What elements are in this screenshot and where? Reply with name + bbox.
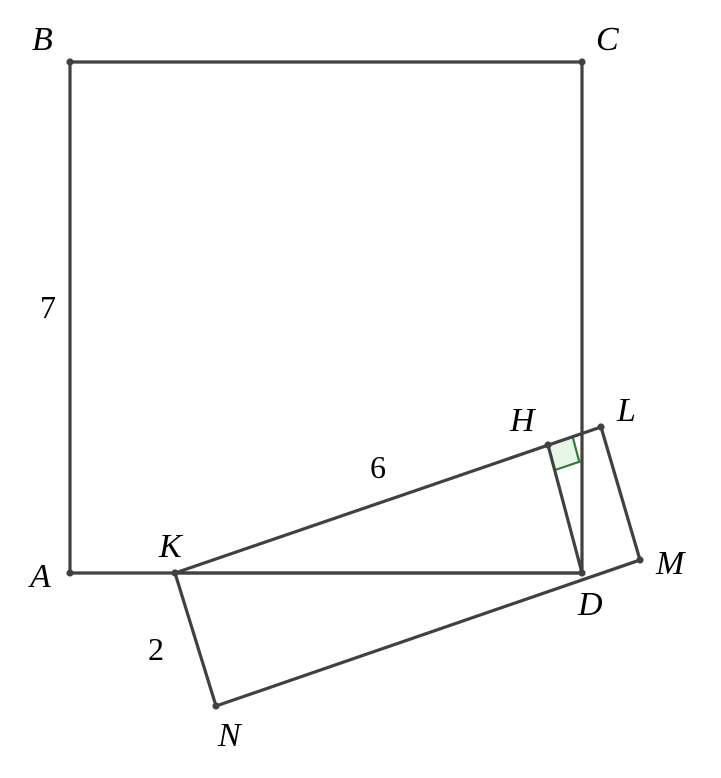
point-B bbox=[66, 58, 73, 65]
label-N: N bbox=[217, 717, 243, 754]
label-K: K bbox=[158, 528, 184, 565]
label-D: D bbox=[577, 586, 603, 623]
edge-N-K bbox=[175, 573, 216, 706]
point-M bbox=[636, 556, 643, 563]
point-labels: A B C D K L H M N bbox=[28, 21, 686, 754]
edges bbox=[70, 62, 640, 706]
point-L bbox=[597, 423, 604, 430]
edge-M-N bbox=[216, 560, 640, 706]
number-label-1: 6 bbox=[370, 449, 386, 485]
point-A bbox=[66, 569, 73, 576]
number-label-0: 7 bbox=[40, 289, 56, 325]
label-M: M bbox=[655, 545, 686, 582]
number-label-2: 2 bbox=[148, 631, 164, 667]
point-K bbox=[171, 569, 178, 576]
point-H bbox=[544, 441, 551, 448]
point-D bbox=[578, 569, 585, 576]
geometry-diagram: A B C D K L H M N 7 6 2 bbox=[0, 0, 721, 778]
number-labels: 7 6 2 bbox=[40, 289, 386, 667]
label-A: A bbox=[28, 558, 51, 595]
label-B: B bbox=[32, 21, 53, 58]
label-L: L bbox=[616, 392, 636, 429]
point-C bbox=[578, 58, 585, 65]
label-H: H bbox=[509, 402, 537, 439]
label-C: C bbox=[596, 21, 619, 58]
edge-K-L bbox=[175, 427, 601, 573]
edge-L-M bbox=[601, 427, 640, 560]
points bbox=[66, 58, 643, 709]
point-N bbox=[212, 702, 219, 709]
